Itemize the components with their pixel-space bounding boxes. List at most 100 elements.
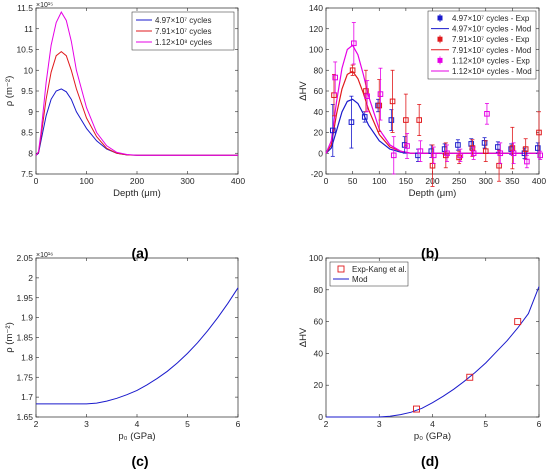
x-tick-label: 300: [479, 176, 493, 186]
legend-entry: 4.97×10⁷ cycles - Mod: [452, 25, 531, 34]
data-point: [349, 67, 356, 74]
legend-box: [131, 11, 235, 51]
y-tick-label: 60: [314, 86, 324, 96]
data-point: [363, 88, 369, 94]
x-tick-label: 100: [79, 176, 93, 186]
x-axis-label: Depth (μm): [113, 188, 161, 199]
legend-entry: 4.97×10⁷ cycles - Exp: [452, 14, 530, 23]
y-tick-label: 0: [318, 412, 323, 422]
data-point: [524, 158, 530, 165]
plot-frame-c: [35, 257, 239, 418]
data-point: [514, 318, 522, 326]
y-tick-label: 8.5: [21, 128, 33, 138]
legend-marker: [437, 15, 443, 21]
panel-label-c: (c): [131, 453, 148, 469]
data-point: [417, 148, 424, 154]
data-point: [466, 373, 474, 381]
y-tick-label: 40: [314, 107, 324, 117]
y-tick-label: 40: [314, 348, 324, 358]
panel-label-d: (d): [421, 453, 439, 469]
y-tick-label: 1.9: [21, 313, 33, 323]
x-tick-label: 5: [185, 419, 190, 429]
y-tick-label: 2: [28, 273, 33, 283]
y-tick-label: 8: [28, 148, 33, 158]
y-tick-label: -20: [311, 169, 324, 179]
data-point: [482, 148, 489, 154]
series-line-3: [35, 11, 238, 156]
y-tick-label: 10: [24, 65, 34, 75]
data-point: [535, 145, 541, 151]
legend-entry: 1.12×10⁸ cycles - Exp: [452, 56, 530, 65]
legend-entry: 7.91×10⁷ cycles - Exp: [452, 35, 530, 44]
x-tick-label: 4: [135, 419, 140, 429]
data-point: [497, 150, 504, 157]
x-tick-label: 400: [231, 176, 245, 186]
x-tick-label: 350: [505, 176, 519, 186]
data-point: [403, 117, 409, 123]
y-tick-label: 10.5: [16, 45, 33, 55]
legend-entry: 7.91×10⁷ cycles: [155, 27, 211, 36]
panel-label-b: (b): [421, 245, 439, 261]
x-tick-label: 250: [452, 176, 466, 186]
y-tick-label: 80: [314, 65, 324, 75]
x-tick-label: 6: [236, 419, 241, 429]
data-point: [377, 91, 384, 97]
x-axis-label: p₀ (GPa): [414, 431, 451, 442]
series-line-1: [36, 287, 239, 405]
y-tick-label: 11.5: [17, 3, 33, 13]
x-tick-label: 4: [430, 419, 435, 429]
x-tick-label: 2: [34, 419, 39, 429]
legend-marker: [437, 57, 443, 63]
data-point: [388, 117, 395, 123]
y-tick-label: 80: [314, 285, 324, 295]
y-tick-label: 120: [309, 24, 323, 34]
data-point: [332, 74, 338, 81]
y-tick-label: 1.7: [21, 392, 33, 402]
y-tick-label: 7.5: [21, 169, 33, 179]
data-point: [376, 102, 383, 109]
x-tick-label: 5: [483, 419, 488, 429]
y-axis-label: ρ (m⁻²): [4, 322, 15, 352]
legend-entry: 4.97×10⁷ cycles: [155, 16, 211, 25]
data-point: [537, 152, 544, 159]
data-point: [390, 152, 397, 159]
legend-entry: 7.91×10⁷ cycles - Mod: [452, 46, 531, 55]
x-tick-label: 300: [180, 176, 194, 186]
data-point: [536, 129, 542, 136]
chart-panel-a: 0 100 200 300 400 7.5 8 8.5 9 9.5 10 10.5 11 11.5 Dept…: [4, 2, 245, 199]
data-point: [351, 40, 357, 47]
legend-entry: 1.12×10⁸ cycles - Mod: [452, 67, 532, 76]
data-point: [469, 145, 476, 151]
data-point: [348, 119, 355, 125]
data-point: [522, 146, 529, 152]
data-point: [364, 93, 370, 99]
data-point: [457, 152, 464, 159]
y-axis-label: ΔHV: [298, 327, 309, 347]
data-point: [484, 111, 490, 117]
legend-marker: [437, 36, 443, 42]
y-tick-label: 60: [314, 317, 324, 327]
x-tick-label: 0: [34, 176, 39, 186]
y-axis-label: ΔHV: [298, 81, 309, 101]
data-point: [361, 114, 368, 120]
y-tick-label: 100: [309, 253, 323, 263]
model-line: [326, 286, 540, 418]
y-tick-label: 11: [24, 24, 33, 34]
chart-panel-c: 2 3 4 5 6 1.65 1.7 1.75 1.8 1.85 1.9 1.95 2 2.05 p₀ (G…: [4, 252, 241, 442]
x-tick-label: 3: [84, 419, 89, 429]
y-tick-label: 100: [309, 45, 323, 55]
data-point: [510, 150, 517, 157]
data-point: [329, 127, 336, 134]
y-tick-label: 1.95: [16, 293, 33, 303]
x-tick-label: 3: [377, 419, 382, 429]
y-tick-label: 9.5: [21, 86, 33, 96]
data-point: [416, 117, 422, 123]
legend-entry: Mod: [352, 275, 368, 284]
y-tick-label: 9: [28, 107, 33, 117]
x-tick-label: 400: [532, 176, 546, 186]
legend-marker: [337, 265, 345, 273]
legend-entry: Exp-Kang et al.: [352, 265, 407, 274]
x-axis-label: Depth (μm): [409, 188, 457, 199]
data-point: [444, 150, 450, 157]
